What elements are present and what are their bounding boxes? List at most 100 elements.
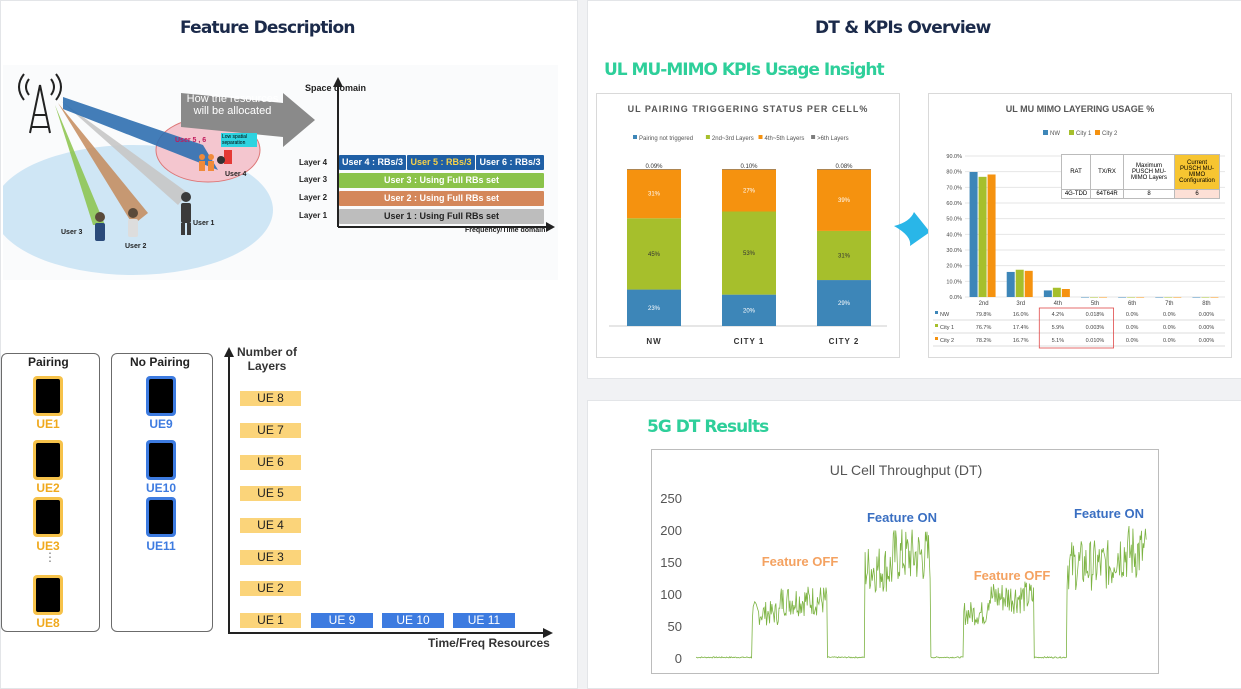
chart1-bar-3-0 <box>627 169 681 170</box>
chart2-category-0: 2nd <box>979 301 989 307</box>
chart2-ytick-1: 10.0% <box>946 279 962 285</box>
chart2-table-cell-1-4: 0.0% <box>1126 325 1139 331</box>
chart2-ytick-0: 0.0% <box>949 295 962 301</box>
phone-icon-ue2 <box>33 440 63 480</box>
separation-label: Low spatial separation <box>221 133 257 147</box>
chart2-table-series-2: City 2 <box>940 338 954 344</box>
chart2-table-cell-0-6: 0.00% <box>1199 312 1215 318</box>
chart2-ytick-2: 20.0% <box>946 264 962 270</box>
chart1-label-0-1: 20% <box>743 308 756 314</box>
resources-axis-label: Time/Freq Resources <box>428 636 550 650</box>
chart1-legend-swatch-1 <box>705 135 710 139</box>
chart2-ytick-7: 70.0% <box>946 185 962 191</box>
chart1-bar-2-1 <box>722 169 776 212</box>
chart1-label-3-0: 0.09% <box>645 164 663 170</box>
layer4-bar-user6: User 6 : RBs/3 <box>476 155 544 170</box>
chart2-bar-0-0 <box>969 171 978 297</box>
beam-blue <box>63 97 218 170</box>
chart2-table-cell-2-2: 5.1% <box>1052 338 1065 344</box>
chart2-table-cell-1-6: 0.00% <box>1199 325 1215 331</box>
phone-icon-ue8 <box>33 575 63 615</box>
layer4-bar-user4: User 4 : RBs/3 <box>339 155 406 170</box>
layers-axis-label: Number of Layers <box>237 345 297 373</box>
no-pairing-title: No Pairing <box>130 355 191 369</box>
ue1-label: UE1 <box>36 417 60 431</box>
user4-label: User 4 <box>225 171 247 178</box>
chart2-category-5: 7th <box>1165 301 1173 307</box>
beam-green <box>55 105 105 225</box>
chart1-label-1-1: 53% <box>743 251 756 257</box>
stack-ue4: UE 4 <box>240 518 301 533</box>
beam-brown <box>58 103 148 225</box>
illustration-svg <box>3 73 555 275</box>
chart1-label-2-2: 39% <box>838 198 851 204</box>
stack-ue1: UE 1 <box>240 613 301 628</box>
chart2-table-swatch-0 <box>935 311 938 314</box>
layer2-bar: User 2 : Using Full RBs set <box>339 191 544 206</box>
chart2-bar-0-1 <box>1006 271 1015 297</box>
chart2-bar-2-4 <box>1136 297 1145 298</box>
layering-chart: UL MU MIMO LAYERING USAGE % NW City 1 City … <box>928 93 1232 358</box>
chart2-bar-2-3 <box>1099 296 1107 298</box>
config-table: RAT TX/RX Maximum PUSCH MU-MIMO Layers C… <box>1061 154 1220 199</box>
config-rat: 4G-TDD <box>1061 189 1091 199</box>
chart2-category-4: 6th <box>1128 301 1136 307</box>
chart2-legend-swatch-0 <box>1043 130 1048 135</box>
chart1-bar-0-2 <box>817 280 871 326</box>
ue11-label: UE11 <box>146 539 176 553</box>
config-current: 6 <box>1174 189 1220 199</box>
chart2-bar-0-2 <box>1043 290 1052 297</box>
chart3-annotation-3: Feature ON <box>1074 506 1144 521</box>
chart2-bar-1-3 <box>1090 296 1098 298</box>
chart2-table-cell-0-0: 79.8% <box>976 312 992 318</box>
chart2-table-cell-0-4: 0.0% <box>1126 312 1139 318</box>
stack-ue8: UE 8 <box>240 391 301 406</box>
chart2-bar-2-2 <box>1061 289 1070 297</box>
config-header-rat: RAT <box>1061 154 1091 190</box>
chart2-table-cell-0-2: 4.2% <box>1052 312 1065 318</box>
chart2-bar-2-5 <box>1173 297 1182 298</box>
chart2-bar-2-1 <box>1024 270 1033 297</box>
chart2-title: UL MU MIMO LAYERING USAGE % <box>1006 104 1155 114</box>
layer4-label: Layer 4 <box>299 158 328 167</box>
chart1-legend-0: Pairing not triggered <box>639 136 693 142</box>
tower-icon <box>18 73 62 134</box>
chart2-ytick-4: 40.0% <box>946 232 962 238</box>
chart2-table-cell-0-5: 0.0% <box>1163 312 1176 318</box>
chart2-bar-0-4 <box>1118 297 1127 298</box>
config-header-txrx: TX/RX <box>1090 154 1124 190</box>
ue9-label: UE9 <box>149 417 173 431</box>
person-icon-user2 <box>128 208 138 237</box>
person-icon-user1 <box>181 192 191 235</box>
chart3-ytick-4: 200 <box>660 523 682 538</box>
layer3-bar: User 3 : Using Full RBs set <box>339 173 544 188</box>
layer1-bar: User 1 : Using Full RBs set <box>339 209 544 224</box>
chart2-table-series-0: NW <box>940 312 950 318</box>
chart1-label-2-1: 27% <box>743 188 756 194</box>
chart2-category-6: 8th <box>1202 301 1210 307</box>
feature-description-title: Feature Description <box>180 18 356 38</box>
vertical-ellipsis: ⋮ <box>44 550 56 564</box>
chart2-legend-0: NW <box>1050 131 1060 137</box>
ue2-label: UE2 <box>36 481 60 495</box>
callout-text: How the resources will be allocated <box>186 93 279 117</box>
layer3-label: Layer 3 <box>299 175 328 184</box>
chart3-series-line <box>695 525 1147 659</box>
chart2-bar-2-0 <box>987 174 996 297</box>
chart2-table-cell-1-3: 0.003% <box>1086 325 1105 331</box>
row-ue10: UE 10 <box>382 613 444 628</box>
kpi-overview-title: DT & KPIs Overview <box>815 18 991 38</box>
dt-results-title: 5G DT Results <box>647 417 769 437</box>
chart3-annotation-2: Feature OFF <box>974 568 1051 583</box>
chart1-label-1-0: 45% <box>648 252 661 258</box>
chart1-legend-swatch-3 <box>811 135 816 139</box>
layering-chart-svg: UL MU MIMO LAYERING USAGE % NW City 1 City … <box>933 104 1225 349</box>
user2-label: User 2 <box>125 243 147 250</box>
chart1-bar-1-2 <box>817 230 871 281</box>
beam-gray <box>61 101 188 205</box>
chart1-label-1-2: 31% <box>838 253 851 259</box>
chart2-table-cell-1-1: 17.4% <box>1013 325 1029 331</box>
mu-mimo-illustration: How the resources will be allocated User… <box>3 65 558 280</box>
chart2-legend-swatch-1 <box>1069 130 1074 135</box>
chart2-category-3: 5th <box>1091 301 1099 307</box>
